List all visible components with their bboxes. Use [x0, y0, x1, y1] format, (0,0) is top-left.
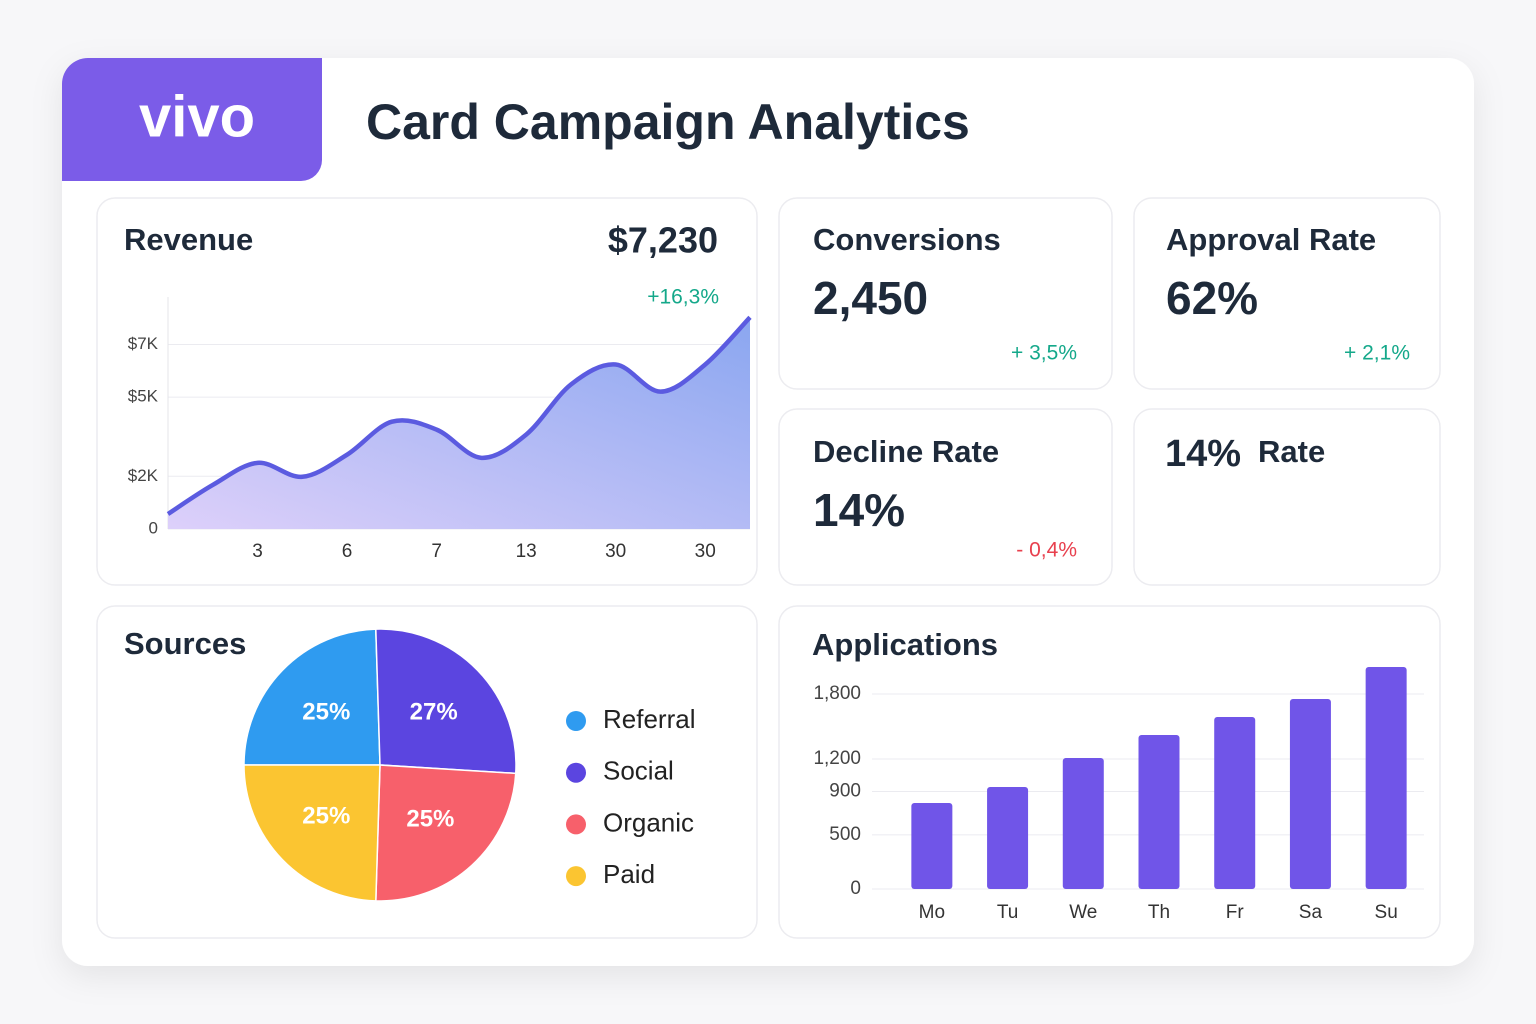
legend-swatch: [566, 866, 586, 887]
kpi-value: 14%: [813, 484, 905, 536]
kpi-card: [1133, 197, 1441, 390]
x-tick-label: 3: [252, 541, 263, 562]
kpi-card: [1133, 408, 1441, 586]
kpi-title: Rate: [1258, 434, 1325, 469]
data-label: 25%: [302, 802, 350, 829]
revenue-total: $7,230: [608, 220, 718, 261]
bar: [1214, 716, 1256, 889]
kpi-card: [778, 408, 1113, 586]
legend-label: Organic: [603, 807, 694, 837]
y-tick-label: 1,200: [813, 748, 861, 769]
y-tick-label: 500: [829, 824, 861, 845]
x-tick-label: 6: [342, 541, 353, 562]
logo: vivo: [139, 84, 255, 149]
logo-tab: [62, 58, 322, 181]
y-tick-label: 1,800: [813, 683, 861, 704]
kpi-title: Approval Rate: [1166, 222, 1376, 257]
kpi-title: Decline Rate: [813, 434, 999, 469]
line: [166, 315, 752, 516]
legend-swatch: [566, 762, 586, 783]
legend-label: Social: [603, 756, 674, 786]
kpi-change: - 0,4%: [1016, 539, 1077, 562]
y-tick-label: $7K: [128, 334, 159, 353]
pie-slice: [243, 764, 381, 902]
data-label: 25%: [406, 806, 454, 833]
bar: [987, 786, 1029, 889]
legend-label: Paid: [603, 859, 655, 889]
y-tick-label: 900: [829, 781, 861, 802]
x-tick-label: We: [1069, 902, 1097, 923]
y-tick-label: 0: [149, 518, 158, 537]
pie-slice: [375, 628, 517, 775]
x-tick-label: 30: [605, 541, 626, 562]
bar: [911, 802, 953, 889]
kpi-change: + 3,5%: [1011, 342, 1077, 365]
legend-swatch: [566, 814, 586, 835]
x-tick-label: Su: [1375, 902, 1398, 923]
chart-title: Sources: [124, 626, 246, 661]
x-tick-label: Tu: [997, 902, 1018, 923]
pie-slice: [243, 628, 381, 766]
x-tick-label: Th: [1148, 902, 1170, 923]
y-tick-label: 0: [850, 878, 861, 899]
page-title: Card Campaign Analytics: [366, 94, 970, 150]
data-label: 27%: [410, 698, 458, 725]
pie-slice: [375, 764, 517, 902]
bar: [1062, 758, 1104, 889]
kpi-value: 62%: [1166, 272, 1258, 324]
kpi-value: 14%: [1165, 433, 1241, 475]
chart-title: Revenue: [124, 222, 253, 257]
kpi-title: Conversions: [813, 222, 1001, 257]
x-tick-label: 7: [431, 541, 442, 562]
x-tick-label: Mo: [919, 902, 945, 923]
legend-swatch: [566, 711, 586, 731]
bar: [1289, 698, 1331, 889]
y-tick-label: $2K: [128, 466, 159, 485]
data-label: 25%: [302, 698, 350, 725]
revenue-change: +16,3%: [647, 286, 719, 309]
kpi-card: [778, 197, 1113, 390]
kpi-value: 2,450: [813, 272, 928, 324]
x-tick-label: Sa: [1299, 902, 1323, 923]
x-tick-label: 30: [695, 541, 716, 562]
chart-title: Applications: [812, 627, 998, 662]
bar: [1365, 667, 1407, 889]
x-tick-label: Fr: [1226, 902, 1245, 923]
x-tick-label: 13: [516, 541, 537, 562]
legend-label: Referral: [603, 704, 695, 734]
kpi-change: + 2,1%: [1344, 342, 1410, 365]
y-tick-label: $5K: [128, 387, 159, 406]
bar: [1138, 734, 1180, 889]
